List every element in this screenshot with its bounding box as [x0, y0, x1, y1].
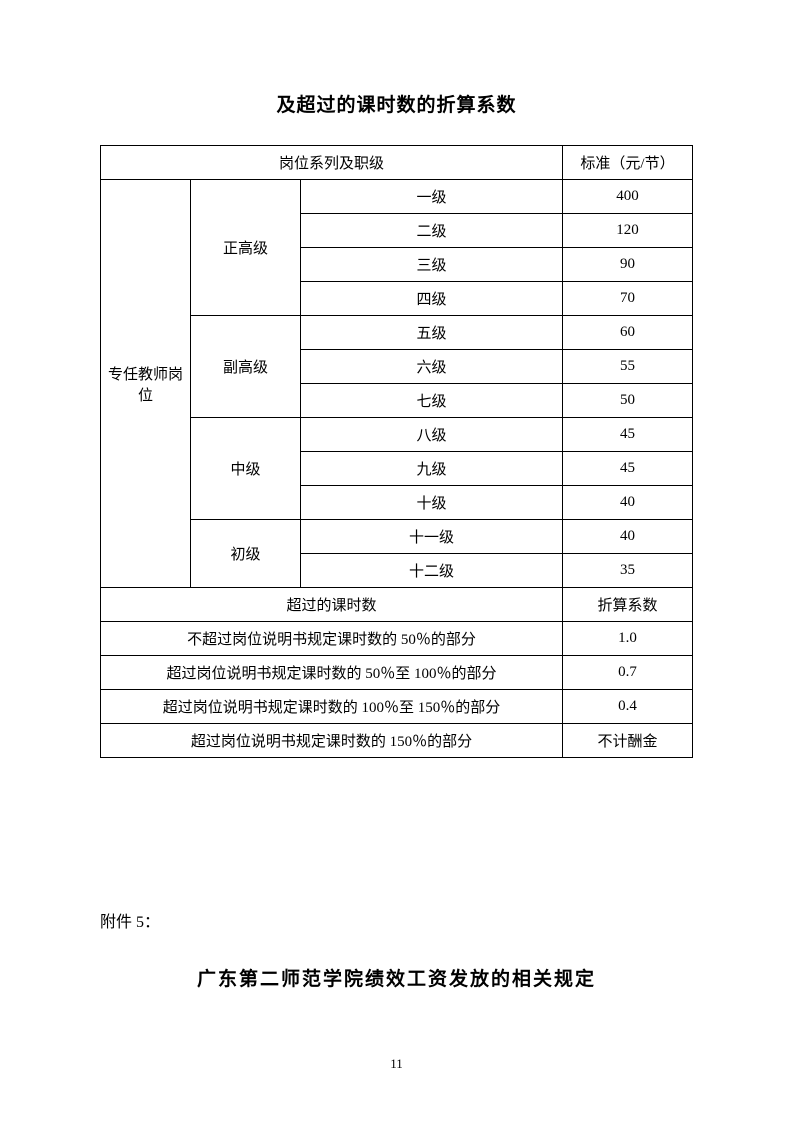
level-cell: 十级	[301, 486, 563, 520]
value-cell: 40	[563, 486, 693, 520]
data-table: 岗位系列及职级 标准（元/节） 专任教师岗位 正高级 一级 400 二级 120…	[100, 145, 693, 758]
value-cell: 40	[563, 520, 693, 554]
table-row: 超过岗位说明书规定课时数的 100％至 150％的部分 0.4	[101, 690, 693, 724]
level-cell: 十一级	[301, 520, 563, 554]
table-row: 超过岗位说明书规定课时数的 150％的部分 不计酬金	[101, 724, 693, 758]
group-cell: 副高级	[191, 316, 301, 418]
table-row: 不超过岗位说明书规定课时数的 50％的部分 1.0	[101, 622, 693, 656]
header-col2: 标准（元/节）	[563, 146, 693, 180]
table-section-header: 超过的课时数 折算系数	[101, 588, 693, 622]
value-cell: 50	[563, 384, 693, 418]
level-cell: 二级	[301, 214, 563, 248]
level-cell: 八级	[301, 418, 563, 452]
value-cell: 0.4	[563, 690, 693, 724]
section-title: 广东第二师范学院绩效工资发放的相关规定	[100, 964, 693, 991]
table-row: 超过岗位说明书规定课时数的 50％至 100％的部分 0.7	[101, 656, 693, 690]
desc-cell: 超过岗位说明书规定课时数的 100％至 150％的部分	[101, 690, 563, 724]
section2-header2: 折算系数	[563, 588, 693, 622]
value-cell: 55	[563, 350, 693, 384]
value-cell: 35	[563, 554, 693, 588]
value-cell: 70	[563, 282, 693, 316]
value-cell: 1.0	[563, 622, 693, 656]
section2-header1: 超过的课时数	[101, 588, 563, 622]
level-cell: 五级	[301, 316, 563, 350]
desc-cell: 超过岗位说明书规定课时数的 150％的部分	[101, 724, 563, 758]
level-cell: 九级	[301, 452, 563, 486]
table-header-row: 岗位系列及职级 标准（元/节）	[101, 146, 693, 180]
page-number: 11	[0, 1056, 793, 1072]
category-cell: 专任教师岗位	[101, 180, 191, 588]
level-cell: 一级	[301, 180, 563, 214]
level-cell: 六级	[301, 350, 563, 384]
value-cell: 45	[563, 418, 693, 452]
header-col1: 岗位系列及职级	[101, 146, 563, 180]
level-cell: 十二级	[301, 554, 563, 588]
value-cell: 90	[563, 248, 693, 282]
value-cell: 120	[563, 214, 693, 248]
value-cell: 不计酬金	[563, 724, 693, 758]
group-cell: 正高级	[191, 180, 301, 316]
group-cell: 初级	[191, 520, 301, 588]
desc-cell: 不超过岗位说明书规定课时数的 50％的部分	[101, 622, 563, 656]
desc-cell: 超过岗位说明书规定课时数的 50％至 100％的部分	[101, 656, 563, 690]
value-cell: 45	[563, 452, 693, 486]
level-cell: 七级	[301, 384, 563, 418]
value-cell: 0.7	[563, 656, 693, 690]
group-cell: 中级	[191, 418, 301, 520]
attachment-label: 附件 5：	[100, 908, 693, 932]
level-cell: 四级	[301, 282, 563, 316]
table-row: 专任教师岗位 正高级 一级 400	[101, 180, 693, 214]
page-title: 及超过的课时数的折算系数	[100, 90, 693, 117]
level-cell: 三级	[301, 248, 563, 282]
value-cell: 400	[563, 180, 693, 214]
value-cell: 60	[563, 316, 693, 350]
